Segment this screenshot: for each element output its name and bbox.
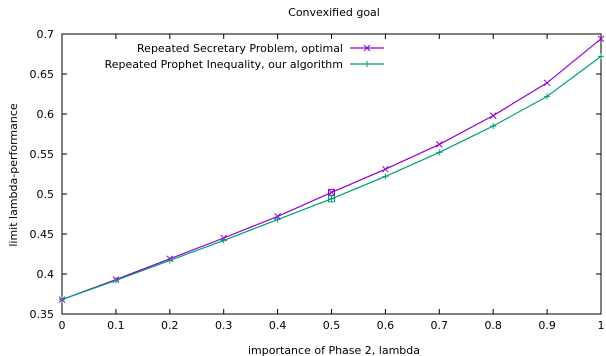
y-tick-label: 0.6 [37, 108, 55, 121]
data-point [328, 195, 335, 202]
x-tick-label: 0.8 [484, 319, 502, 332]
y-tick-label: 0.5 [37, 188, 55, 201]
x-tick-label: 0.4 [269, 319, 287, 332]
x-tick-label: 0.5 [323, 319, 341, 332]
chart-title: Convexified goal [288, 6, 380, 19]
x-tick-label: 1 [598, 319, 605, 332]
series-2 [59, 53, 604, 303]
legend: Repeated Secretary Problem, optimal Repea… [105, 42, 384, 71]
data-point [112, 277, 119, 284]
data-point [382, 165, 389, 173]
x-tick-label: 0.9 [538, 319, 556, 332]
x-tick-label: 0 [59, 319, 66, 332]
legend-label: Repeated Prophet Inequality, our algorit… [105, 58, 343, 71]
y-axis-title: limit lambda-performance [7, 103, 20, 247]
plot-frame [61, 33, 602, 315]
data-point [490, 123, 497, 129]
legend-swatch-marker [364, 61, 370, 67]
y-tick-label: 0.55 [30, 148, 55, 161]
data-point [220, 237, 227, 244]
data-point [436, 149, 443, 156]
data-point [543, 79, 551, 87]
data-point [328, 189, 335, 196]
x-axis-title: importance of Phase 2, lambda [248, 344, 420, 356]
legend-swatch-marker [363, 44, 371, 52]
y-tick-label: 0.45 [30, 228, 55, 241]
x-tick-label: 0.7 [431, 319, 449, 332]
x-tick-label: 0.6 [377, 319, 395, 332]
y-tick-label: 0.7 [37, 28, 55, 41]
data-point [59, 296, 65, 303]
x-tick-label: 0.3 [215, 319, 233, 332]
axis-ticks: 0 0.1 0.2 0.3 0.4 0.5 0.6 0.7 0.8 0.9 1 0.35 0.4 0.45… [30, 28, 605, 332]
data-point [382, 173, 389, 180]
series-layer [58, 35, 605, 303]
x-tick-label: 0.2 [161, 319, 179, 332]
data-point [274, 216, 281, 223]
data-point [598, 53, 604, 60]
series-1 [58, 35, 605, 303]
series-line [61, 55, 602, 301]
y-tick-label: 0.35 [30, 308, 55, 321]
series-line [61, 38, 602, 301]
data-point [597, 35, 605, 43]
x-tick-label: 0.1 [107, 319, 125, 332]
y-tick-label: 0.4 [37, 268, 55, 281]
data-point [489, 112, 497, 119]
y-tick-label: 0.65 [30, 68, 55, 81]
data-point [435, 141, 443, 148]
legend-label: Repeated Secretary Problem, optimal [137, 42, 343, 55]
highlight-point [328, 195, 335, 203]
data-point [544, 93, 551, 100]
data-point [166, 257, 173, 264]
